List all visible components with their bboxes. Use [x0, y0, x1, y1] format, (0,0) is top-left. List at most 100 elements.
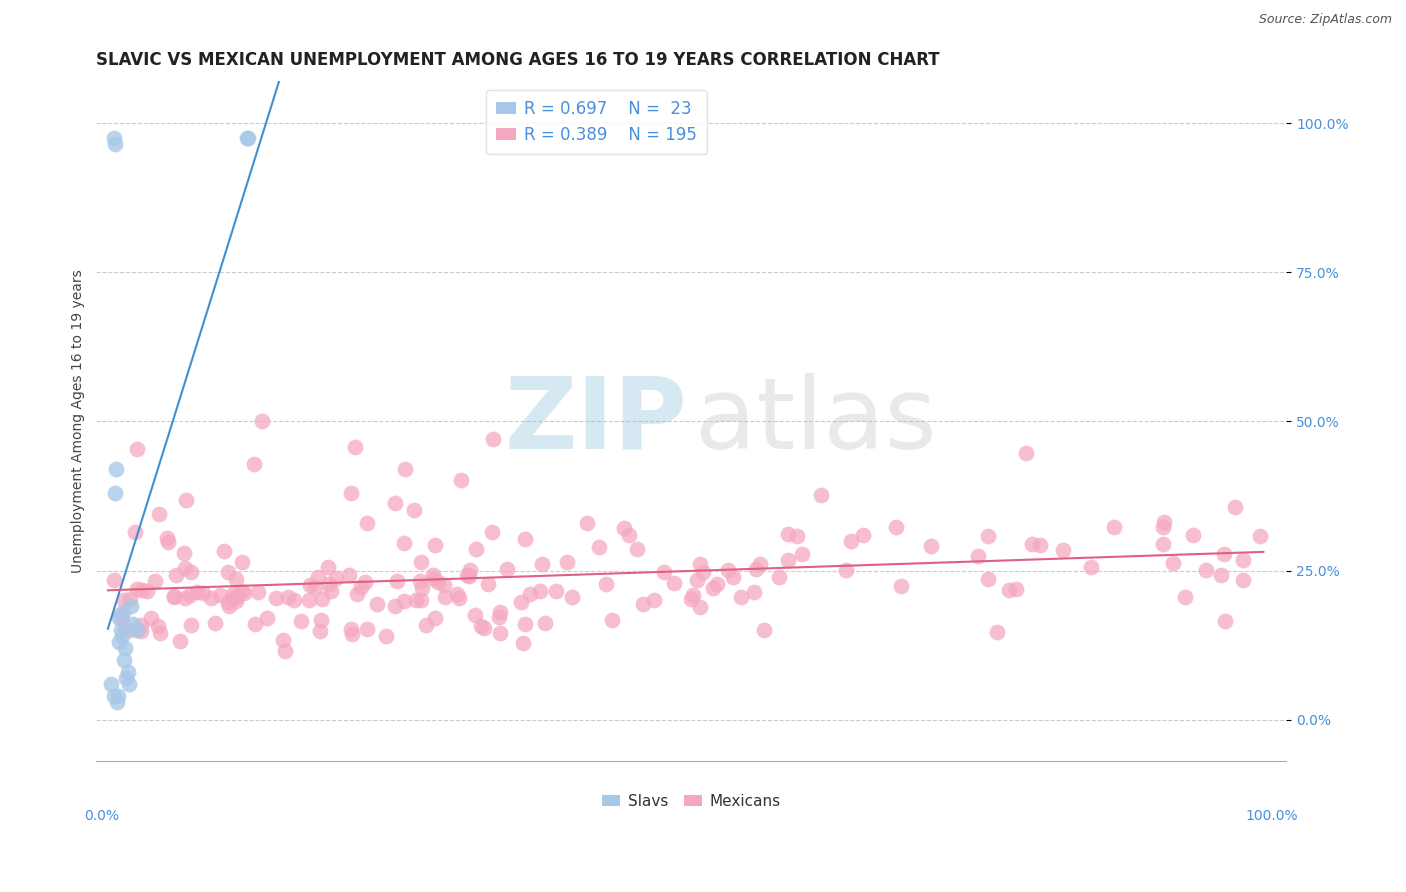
Point — [114, 641, 136, 656]
Point — [702, 581, 724, 595]
Point — [340, 486, 363, 500]
Point — [481, 432, 503, 446]
Point — [768, 570, 790, 584]
Point — [723, 570, 745, 584]
Point — [342, 627, 364, 641]
Point — [1029, 538, 1052, 552]
Point — [309, 613, 332, 627]
Point — [744, 562, 766, 576]
Point — [600, 613, 623, 627]
Point — [1104, 520, 1126, 534]
Point — [465, 542, 488, 557]
Point — [212, 544, 235, 558]
Point — [654, 565, 676, 579]
Point — [470, 619, 492, 633]
Point — [156, 534, 179, 549]
Point — [110, 623, 132, 637]
Point — [200, 591, 222, 605]
Point — [425, 538, 447, 552]
Point — [250, 414, 273, 428]
Point — [447, 591, 470, 606]
Point — [530, 557, 553, 571]
Point — [173, 545, 195, 559]
Point — [631, 597, 654, 611]
Point — [977, 528, 1000, 542]
Point — [304, 581, 326, 595]
Point — [689, 599, 711, 614]
Point — [749, 557, 772, 571]
Point — [489, 605, 512, 619]
Point — [125, 623, 148, 637]
Point — [561, 590, 583, 604]
Point — [149, 625, 172, 640]
Point — [519, 587, 541, 601]
Point — [998, 582, 1021, 597]
Point — [1213, 547, 1236, 561]
Point — [810, 488, 832, 502]
Point — [1232, 573, 1254, 587]
Point — [316, 559, 339, 574]
Point — [311, 592, 333, 607]
Point — [619, 528, 641, 542]
Point — [222, 587, 245, 601]
Point — [510, 595, 533, 609]
Point — [472, 621, 495, 635]
Point — [290, 615, 312, 629]
Point — [112, 593, 135, 607]
Point — [298, 593, 321, 607]
Point — [174, 561, 197, 575]
Point — [180, 618, 202, 632]
Point — [243, 617, 266, 632]
Point — [534, 615, 557, 630]
Point — [226, 590, 249, 604]
Point — [405, 592, 427, 607]
Point — [384, 599, 406, 613]
Text: Source: ZipAtlas.com: Source: ZipAtlas.com — [1258, 13, 1392, 27]
Point — [340, 623, 363, 637]
Point — [730, 590, 752, 604]
Point — [752, 623, 775, 637]
Point — [125, 442, 148, 457]
Point — [235, 131, 257, 145]
Point — [180, 565, 202, 579]
Point — [169, 634, 191, 648]
Point — [103, 131, 125, 145]
Point — [143, 574, 166, 589]
Point — [409, 574, 432, 588]
Point — [233, 586, 256, 600]
Point — [165, 568, 187, 582]
Point — [966, 549, 988, 563]
Point — [411, 582, 433, 596]
Point — [346, 587, 368, 601]
Point — [110, 611, 132, 625]
Point — [387, 574, 409, 589]
Point — [409, 593, 432, 607]
Point — [256, 611, 278, 625]
Point — [325, 571, 347, 585]
Point — [662, 576, 685, 591]
Point — [409, 555, 432, 569]
Point — [100, 677, 122, 691]
Point — [174, 492, 197, 507]
Point — [163, 590, 186, 604]
Point — [231, 555, 253, 569]
Point — [139, 611, 162, 625]
Point — [392, 536, 415, 550]
Point — [464, 607, 486, 622]
Point — [588, 540, 610, 554]
Point — [112, 653, 135, 667]
Point — [685, 574, 707, 588]
Point — [1232, 552, 1254, 566]
Point — [146, 619, 169, 633]
Point — [427, 574, 450, 589]
Point — [742, 585, 765, 599]
Point — [118, 677, 141, 691]
Point — [529, 584, 551, 599]
Point — [920, 539, 942, 553]
Point — [986, 624, 1008, 639]
Point — [108, 635, 131, 649]
Point — [446, 587, 468, 601]
Point — [105, 695, 128, 709]
Point — [107, 689, 129, 703]
Legend: Slavs, Mexicans: Slavs, Mexicans — [596, 788, 787, 815]
